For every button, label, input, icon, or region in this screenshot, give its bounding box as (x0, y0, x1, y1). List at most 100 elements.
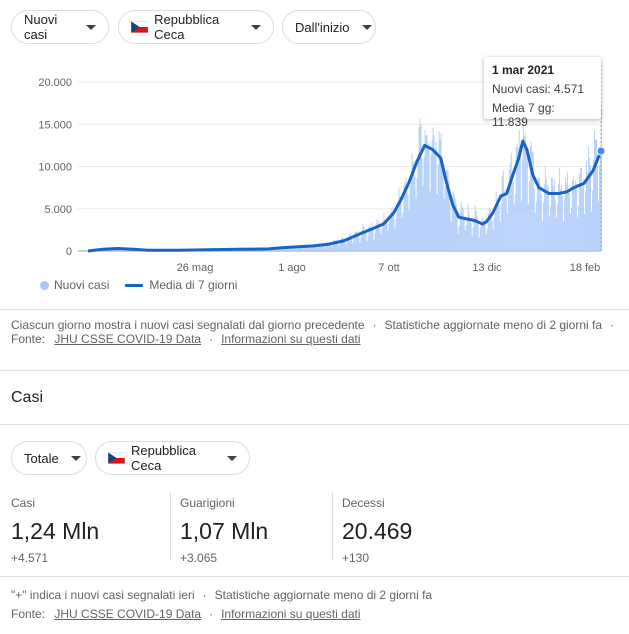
czech-flag-icon (108, 452, 125, 464)
info-link[interactable]: Informazioni su questi dati (221, 607, 361, 621)
bar (477, 222, 479, 251)
bar (535, 202, 537, 251)
bar (596, 165, 598, 251)
bar (350, 235, 352, 251)
bar (598, 165, 600, 251)
bar (300, 246, 302, 251)
bar (504, 198, 506, 251)
bar (325, 245, 327, 251)
chevron-down-icon (70, 455, 81, 461)
y-tick-label: 5.000 (44, 204, 72, 216)
bar (333, 240, 335, 251)
bar (587, 146, 589, 251)
bar (296, 248, 298, 251)
bar (383, 212, 385, 251)
bar (532, 152, 534, 251)
bar (364, 232, 366, 251)
bar (346, 240, 348, 251)
bar (431, 140, 433, 251)
new-cases-chart[interactable]: 0 5.000 10.000 15.000 20.000 26 mag 1 ago 7 ot… (0, 55, 629, 275)
bar (525, 149, 527, 251)
bar (488, 207, 490, 251)
bar (114, 249, 115, 251)
bar (434, 152, 436, 251)
bar (515, 146, 517, 251)
stat-delta: +4.571 (11, 551, 49, 565)
source-link[interactable]: JHU CSSE COVID-19 Data (54, 332, 202, 346)
bar (514, 194, 516, 251)
bar (531, 151, 533, 251)
bar (379, 227, 381, 251)
bar (414, 177, 416, 251)
bar (373, 240, 375, 251)
bar (313, 245, 315, 251)
bar (480, 221, 482, 251)
bar (443, 198, 445, 251)
bar (570, 207, 572, 251)
bar (581, 188, 583, 251)
divider (0, 424, 629, 425)
bar (392, 212, 394, 251)
bar (519, 153, 521, 251)
bar (590, 211, 592, 251)
bar (336, 239, 338, 251)
bar (442, 162, 444, 251)
bar (432, 127, 434, 251)
bar (464, 230, 466, 251)
bar (421, 158, 423, 251)
bar (369, 225, 371, 251)
range-dropdown[interactable]: Dall'inizio (282, 10, 376, 44)
country-dropdown[interactable]: Repubblica Ceca (118, 10, 274, 44)
bar (505, 188, 507, 251)
bar (399, 196, 401, 251)
bar (543, 184, 545, 251)
cases-note-text: "+" indica i nuovi casi segnalati ieri (11, 588, 195, 602)
bar (410, 178, 412, 251)
bar (357, 230, 359, 251)
stat-separator (170, 492, 171, 560)
bar (485, 234, 487, 251)
country-dropdown-2[interactable]: Repubblica Ceca (95, 441, 250, 475)
bar (509, 163, 511, 251)
bar (329, 244, 331, 251)
source-link[interactable]: JHU CSSE COVID-19 Data (54, 607, 202, 621)
y-axis-labels: 0 5.000 10.000 15.000 20.000 (38, 77, 72, 258)
bar (498, 204, 500, 251)
bar (332, 244, 334, 251)
metric-dropdown[interactable]: Nuovi casi (11, 10, 109, 44)
stat-delta: +3.065 (180, 551, 218, 565)
bar (511, 182, 513, 251)
bar (422, 185, 424, 251)
bar (301, 246, 303, 251)
bar (463, 219, 465, 251)
bar (387, 230, 389, 251)
chart-note: Ciascun giorno mostra i nuovi casi segna… (11, 318, 615, 332)
bar (428, 142, 430, 251)
stat-value: 1,07 Mln (180, 518, 269, 544)
updated-text: Statistiche aggiornate meno di 2 giorni … (214, 588, 433, 602)
bar (486, 229, 488, 251)
bar (436, 193, 438, 251)
bar (363, 226, 365, 251)
info-link[interactable]: Informazioni su questi dati (221, 332, 361, 346)
bar (287, 246, 289, 251)
bar (476, 216, 478, 251)
total-dropdown[interactable]: Totale (11, 441, 87, 475)
bar (472, 226, 474, 251)
bar (374, 232, 376, 251)
bar (321, 244, 323, 251)
bar (461, 206, 463, 251)
bar (478, 237, 480, 251)
bar (479, 228, 481, 251)
bar (556, 204, 558, 251)
bar (586, 172, 588, 251)
bar (327, 242, 329, 251)
bar (595, 139, 597, 251)
line-legend-swatch (125, 283, 144, 287)
bar (557, 184, 559, 251)
legend-bars-label: Nuovi casi (54, 278, 110, 292)
bar (475, 210, 477, 251)
bar (473, 216, 475, 251)
bar (426, 135, 428, 251)
bar (444, 186, 446, 251)
